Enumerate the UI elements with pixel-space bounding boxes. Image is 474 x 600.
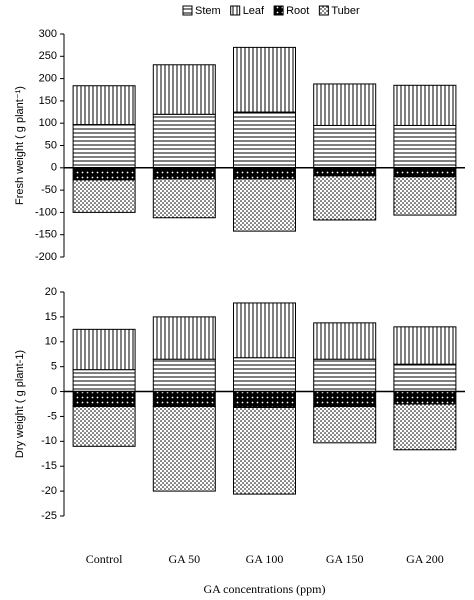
y-tick-label: 20 [45, 286, 57, 298]
y-tick-label: 200 [39, 73, 57, 85]
legend-swatch [273, 5, 284, 16]
y-tick-label: -50 [41, 184, 57, 196]
bar-segment [313, 167, 377, 177]
bar-segment [152, 405, 216, 492]
bar-segment [393, 326, 457, 365]
y-tick-label: -150 [35, 229, 57, 241]
bar-segment [72, 391, 136, 407]
bar-segment [233, 391, 296, 408]
bar-segment [233, 406, 296, 495]
bar-segment [393, 363, 457, 393]
x-axis-label: GA concentrations (ppm) [204, 582, 326, 596]
y-axis-label: Fresh weight ( g plant⁻¹) [14, 86, 26, 205]
y-tick-label: -15 [41, 460, 57, 472]
bar-segment [393, 167, 457, 178]
bar-segment [152, 391, 216, 407]
bar-segment [152, 316, 216, 360]
bar-segment [393, 391, 457, 405]
bar-segment [72, 405, 136, 447]
y-tick-label: -25 [41, 510, 57, 522]
bar-segment [393, 84, 457, 126]
bar-segment [313, 83, 377, 126]
bar-segment [233, 302, 296, 359]
y-tick-label: -200 [35, 251, 57, 263]
bar-segment [152, 178, 216, 219]
bar-segment [152, 64, 216, 115]
bar-segment [393, 403, 457, 451]
y-tick-label: 150 [39, 95, 57, 107]
bar-segment [72, 124, 136, 169]
legend-label: Stem [195, 5, 221, 17]
bar-segment [393, 124, 457, 169]
x-tick-label: GA 200 [406, 552, 444, 566]
y-tick-label: 50 [45, 139, 57, 151]
bar-segment [313, 124, 377, 169]
bar-segment [393, 176, 457, 216]
legend-label: Tuber [331, 5, 360, 17]
bar-segment [152, 113, 216, 169]
legend-label: Leaf [243, 5, 265, 17]
y-tick-label: 5 [51, 361, 57, 373]
x-tick-label: Control [86, 552, 123, 566]
bar-segment [313, 358, 377, 393]
bar-segment [152, 358, 216, 393]
bar-segment [313, 322, 377, 360]
bar-segment [233, 167, 296, 180]
legend-label: Root [286, 5, 309, 17]
y-tick-label: -5 [47, 410, 57, 422]
y-tick-label: -100 [35, 206, 57, 218]
bar-segment [233, 111, 296, 169]
bar-segment [233, 357, 296, 393]
bar-segment [72, 85, 136, 126]
x-tick-label: GA 150 [326, 552, 364, 566]
bar-segment [152, 167, 216, 180]
x-tick-label: GA 100 [246, 552, 284, 566]
bar-segment [72, 328, 136, 371]
y-tick-label: 300 [39, 28, 57, 40]
y-tick-label: 100 [39, 117, 57, 129]
y-tick-label: -20 [41, 485, 57, 497]
y-tick-label: 0 [51, 385, 57, 397]
y-tick-label: 15 [45, 311, 57, 323]
bar-segment [72, 369, 136, 393]
bar-segment [313, 175, 377, 221]
legend-swatch [230, 5, 241, 16]
x-tick-label: GA 50 [168, 552, 200, 566]
legend-swatch [318, 5, 329, 16]
bar-segment [313, 391, 377, 407]
bar-segment [313, 405, 377, 444]
legend-swatch [182, 5, 193, 16]
bar-segment [72, 167, 136, 181]
bar-segment [233, 46, 296, 113]
y-tick-label: 0 [51, 162, 57, 174]
y-tick-label: 10 [45, 336, 57, 348]
y-axis-label: Dry weight ( g plant-1) [14, 350, 26, 458]
y-tick-label: 250 [39, 50, 57, 62]
bar-segment [233, 178, 296, 232]
y-tick-label: -10 [41, 435, 57, 447]
bar-segment [72, 179, 136, 213]
